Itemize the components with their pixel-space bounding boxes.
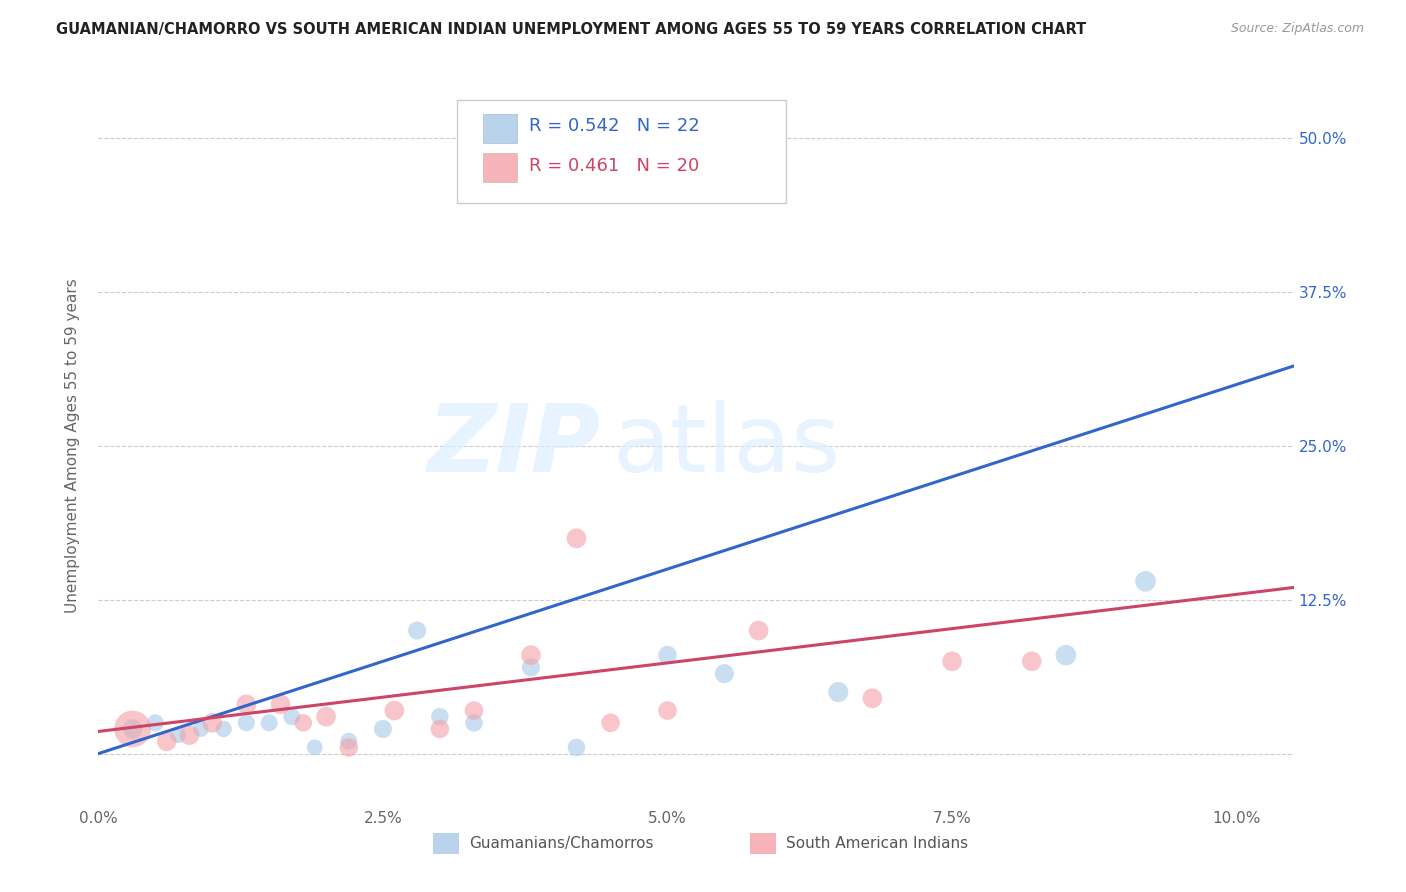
Text: R = 0.461   N = 20: R = 0.461 N = 20 xyxy=(529,157,699,175)
FancyBboxPatch shape xyxy=(484,153,517,182)
Text: Source: ZipAtlas.com: Source: ZipAtlas.com xyxy=(1230,22,1364,36)
Point xyxy=(315,709,337,723)
Point xyxy=(565,740,588,755)
Point xyxy=(143,715,166,730)
Text: GUAMANIAN/CHAMORRO VS SOUTH AMERICAN INDIAN UNEMPLOYMENT AMONG AGES 55 TO 59 YEA: GUAMANIAN/CHAMORRO VS SOUTH AMERICAN IND… xyxy=(56,22,1087,37)
Text: South American Indians: South American Indians xyxy=(786,836,967,851)
FancyBboxPatch shape xyxy=(484,114,517,143)
Text: atlas: atlas xyxy=(613,400,841,492)
Point xyxy=(337,734,360,748)
Point xyxy=(748,624,770,638)
Point xyxy=(1135,574,1157,589)
Point xyxy=(179,728,201,742)
Point xyxy=(337,740,360,755)
Point xyxy=(371,722,394,736)
Point xyxy=(713,666,735,681)
Point xyxy=(429,709,451,723)
FancyBboxPatch shape xyxy=(749,833,776,855)
Point xyxy=(520,660,543,674)
Point xyxy=(201,715,224,730)
Point xyxy=(406,624,429,638)
Point xyxy=(190,722,212,736)
Point xyxy=(599,715,621,730)
Point xyxy=(429,722,451,736)
Point xyxy=(212,722,235,736)
Point xyxy=(121,722,143,736)
Point xyxy=(281,709,304,723)
Text: Guamanians/Chamorros: Guamanians/Chamorros xyxy=(470,836,654,851)
Point xyxy=(657,648,679,662)
Point xyxy=(1021,654,1043,668)
Point xyxy=(270,698,292,712)
Point xyxy=(1054,648,1077,662)
FancyBboxPatch shape xyxy=(457,100,786,203)
Point xyxy=(235,698,257,712)
Point xyxy=(941,654,963,668)
Text: ZIP: ZIP xyxy=(427,400,600,492)
Point xyxy=(257,715,280,730)
Point xyxy=(292,715,315,730)
Point xyxy=(463,715,485,730)
Point xyxy=(304,740,326,755)
Y-axis label: Unemployment Among Ages 55 to 59 years: Unemployment Among Ages 55 to 59 years xyxy=(65,278,80,614)
Point xyxy=(657,704,679,718)
Point xyxy=(463,704,485,718)
Text: R = 0.542   N = 22: R = 0.542 N = 22 xyxy=(529,118,699,136)
Point xyxy=(382,704,405,718)
Point xyxy=(156,734,179,748)
FancyBboxPatch shape xyxy=(433,833,460,855)
Point xyxy=(621,156,644,170)
Point xyxy=(520,648,543,662)
Point xyxy=(167,728,190,742)
Point xyxy=(565,531,588,545)
Point xyxy=(235,715,257,730)
Point xyxy=(121,722,143,736)
Point xyxy=(827,685,849,699)
Point xyxy=(860,691,883,706)
